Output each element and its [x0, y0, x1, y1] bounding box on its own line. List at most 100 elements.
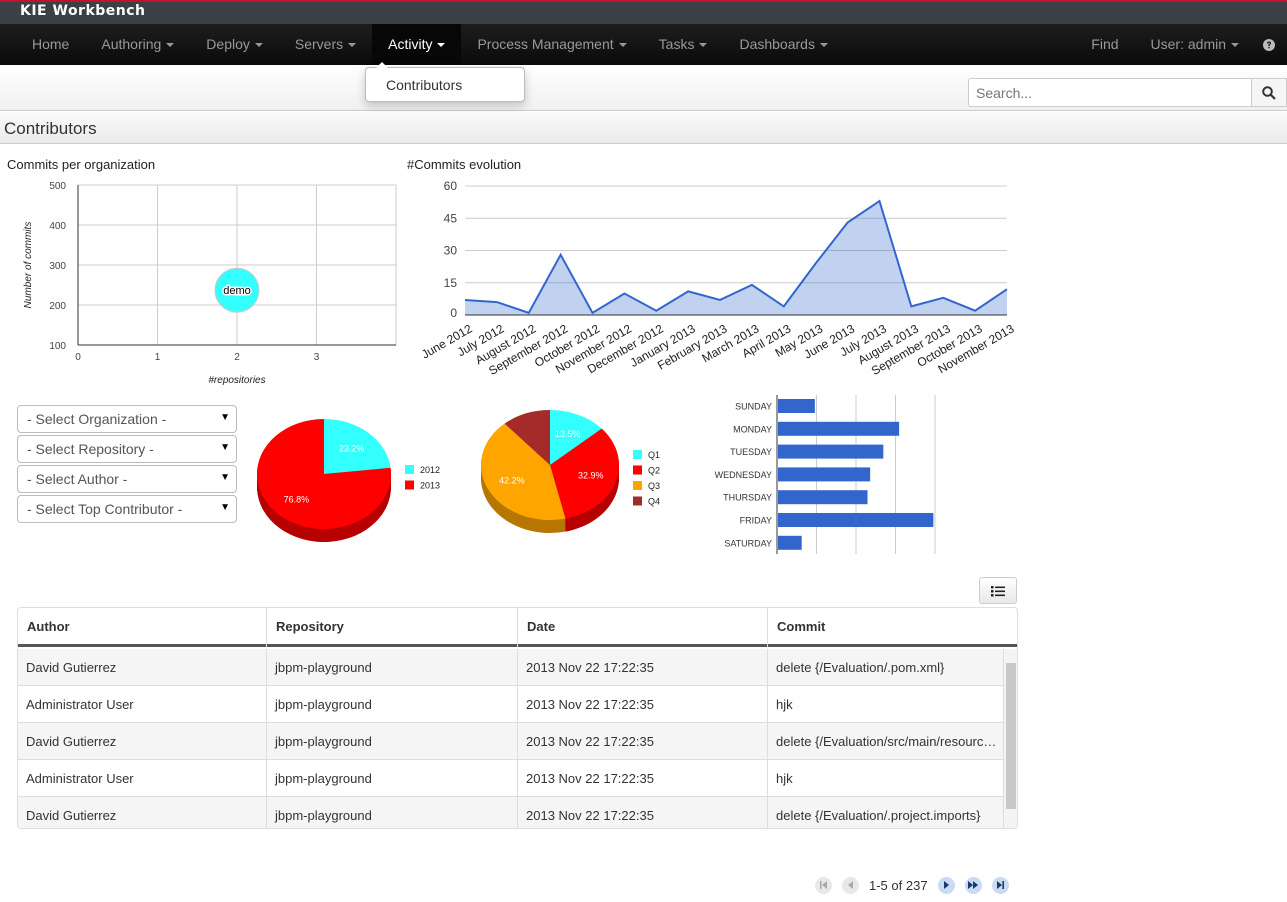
legend-label: Q3	[648, 481, 660, 491]
nav-item-label: Tasks	[658, 36, 695, 52]
nav-item-dashboards[interactable]: Dashboards	[723, 24, 844, 65]
caret-down-icon	[699, 43, 708, 48]
legend-label: Q4	[648, 497, 660, 507]
commits-table: Author Repository Date Commit David Gutierr…	[17, 607, 1018, 829]
cell-date: 2013 Nov 22 17:22:35	[518, 797, 768, 828]
column-header-date[interactable]: Date	[518, 608, 768, 647]
cell-date: 2013 Nov 22 17:22:35	[518, 760, 768, 797]
scrollbar-thumb[interactable]	[1006, 663, 1016, 809]
table-row[interactable]: Administrator User jbpm-playground 2013 No…	[18, 760, 1004, 797]
table-row[interactable]: David Gutierrez jbpm-playground 2013 Nov 2…	[18, 649, 1004, 686]
bar-saturday	[778, 535, 802, 550]
nav-item-deploy[interactable]: Deploy	[190, 24, 279, 65]
select-value: - Select Repository -	[27, 441, 154, 457]
cell-author: Administrator User	[18, 686, 267, 723]
area-fill	[465, 201, 1007, 315]
y-tick-label: 500	[49, 181, 66, 192]
find-link[interactable]: Find	[1091, 36, 1119, 52]
user-menu[interactable]: User: admin	[1135, 24, 1255, 65]
cell-author: David Gutierrez	[18, 649, 267, 686]
cell-repository: jbpm-playground	[267, 797, 518, 828]
x-axis-label: #repositories	[208, 375, 265, 386]
filter-select[interactable]: - Select Repository - ▼	[17, 435, 237, 463]
cell-repository: jbpm-playground	[267, 686, 518, 723]
cell-repository: jbpm-playground	[267, 760, 518, 797]
x-tick-label: 1	[155, 352, 161, 363]
fast-forward-icon	[968, 881, 979, 889]
pie-slice-Q3	[481, 423, 566, 520]
legend-swatch	[405, 480, 414, 490]
nav-item-process-management[interactable]: Process Management	[461, 24, 642, 65]
prev-page-button[interactable]	[842, 876, 859, 894]
table-row[interactable]: David Gutierrez jbpm-playground 2013 Nov 2…	[18, 723, 1004, 760]
y-tick-label: 400	[49, 221, 66, 232]
table-scrollbar[interactable]	[1004, 649, 1017, 828]
bar-thursday	[778, 490, 868, 505]
table-row[interactable]: Administrator User jbpm-playground 2013 No…	[18, 686, 1004, 723]
legend-swatch	[633, 496, 642, 506]
cell-author: Administrator User	[18, 760, 267, 797]
bar-friday	[778, 513, 934, 527]
series-line	[464, 199, 1008, 315]
main-nav: Home Authoring Deploy Servers Activity Proces…	[0, 24, 1287, 65]
cell-commit: delete {/Evaluation/src/main/resources/.…	[768, 723, 1004, 760]
search-input[interactable]	[968, 78, 1252, 107]
nav-item-home[interactable]: Home	[16, 24, 85, 65]
column-header-author[interactable]: Author	[18, 608, 267, 647]
category-label: WEDNESDAY	[715, 470, 772, 480]
next-page-button[interactable]	[937, 876, 955, 894]
filter-select[interactable]: - Select Organization - ▼	[17, 405, 237, 433]
menu-item-contributors[interactable]: Contributors	[386, 77, 463, 93]
category-label: THURSDAY	[723, 493, 772, 503]
nav-item-activity[interactable]: Activity	[372, 24, 462, 65]
x-tick-label: 2	[234, 352, 240, 363]
nav-item-authoring[interactable]: Authoring	[85, 24, 190, 65]
bar-wednesday	[778, 467, 871, 482]
caret-down-icon: ▼	[220, 412, 230, 423]
cell-commit: hjk	[768, 686, 1004, 723]
filter-select[interactable]: - Select Author - ▼	[17, 465, 237, 493]
first-page-button[interactable]	[815, 876, 832, 894]
column-header-commit[interactable]: Commit	[768, 608, 1017, 647]
y-tick-label: 15	[444, 276, 458, 290]
pie-slice-label: 32.9%	[578, 470, 604, 480]
pie-slice-Q1	[550, 410, 602, 465]
column-picker-button[interactable]	[979, 577, 1017, 604]
prev-page-icon	[848, 881, 853, 889]
nav-item-label: Servers	[294, 36, 344, 52]
fast-forward-button[interactable]	[964, 876, 982, 894]
nav-item-tasks[interactable]: Tasks	[643, 24, 724, 65]
category-label: FRIDAY	[740, 516, 772, 526]
first-page-icon	[820, 881, 827, 889]
last-page-icon	[996, 881, 1004, 889]
caret-down-icon	[819, 43, 828, 48]
category-label: MONDAY	[733, 424, 772, 434]
select-value: - Select Organization -	[27, 411, 167, 427]
page-header: Contributors	[0, 112, 1287, 144]
cell-author: David Gutierrez	[18, 797, 267, 828]
nav-item-label: Deploy	[206, 36, 250, 52]
pie-slice-label: 23.2%	[339, 444, 365, 454]
caret-down-icon: ▼	[220, 502, 230, 513]
search-button[interactable]	[1251, 78, 1287, 107]
user-label: User: admin	[1150, 36, 1226, 52]
y-tick-label: 0	[450, 306, 457, 320]
caret-down-icon	[348, 43, 357, 48]
legend-label: Q1	[648, 450, 660, 460]
help-button[interactable]	[1255, 24, 1287, 65]
activity-dropdown-menu: Contributors	[365, 62, 525, 102]
table-row[interactable]: David Gutierrez jbpm-playground 2013 Nov 2…	[18, 797, 1004, 828]
column-header-repository[interactable]: Repository	[267, 608, 518, 647]
search-icon	[1262, 85, 1276, 100]
y-axis-label: Number of commits	[23, 222, 34, 309]
pie-slice-2013	[257, 419, 391, 529]
last-page-button[interactable]	[991, 876, 1009, 894]
cell-date: 2013 Nov 22 17:22:35	[518, 723, 768, 760]
top-header: KIE Workbench	[0, 0, 1287, 24]
filter-select[interactable]: - Select Top Contributor - ▼	[17, 495, 237, 523]
bubble-label: demo	[223, 285, 251, 297]
legend-swatch	[633, 450, 642, 459]
pie-slice-label: 42.2%	[499, 475, 525, 485]
nav-item-servers[interactable]: Servers	[279, 24, 372, 65]
caret-down-icon	[618, 43, 627, 48]
